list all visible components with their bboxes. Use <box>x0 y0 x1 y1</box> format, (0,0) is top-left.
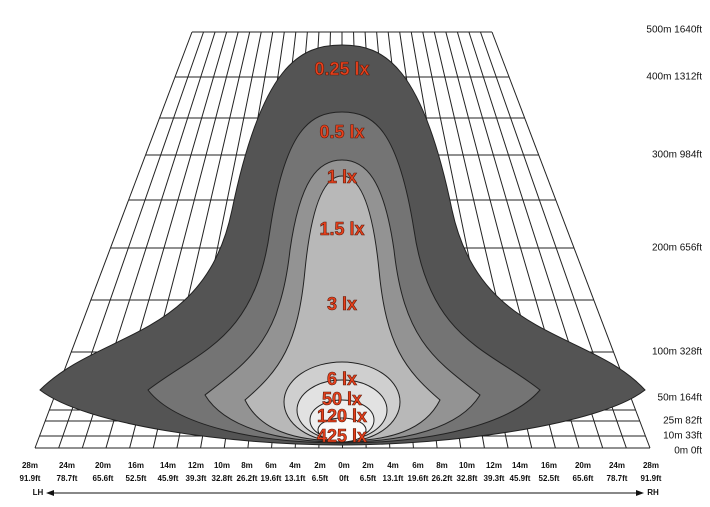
lateral-m-label: 4m <box>387 461 399 470</box>
arrow-head-right <box>636 490 644 496</box>
isolux-label: 0.5 lx <box>319 122 364 142</box>
right-label: RH <box>647 488 659 497</box>
lateral-ft-label: 0ft <box>339 474 349 483</box>
lateral-ft-label: 13.1ft <box>383 474 404 483</box>
lateral-ft-label: 91.9ft <box>641 474 662 483</box>
lateral-ft-label: 6.5ft <box>360 474 377 483</box>
lateral-m-label: 14m <box>160 461 176 470</box>
lateral-m-label: 20m <box>95 461 111 470</box>
isolux-label: 0.25 lx <box>314 59 369 79</box>
lateral-ft-label: 39.3ft <box>484 474 505 483</box>
lateral-ft-label: 13.1ft <box>285 474 306 483</box>
lateral-m-label: 28m <box>643 461 659 470</box>
lateral-ft-label: 78.7ft <box>607 474 628 483</box>
lateral-m-label: 14m <box>512 461 528 470</box>
lateral-m-label: 10m <box>459 461 475 470</box>
lateral-m-label: 0m <box>338 461 350 470</box>
isolux-label: 1.5 lx <box>319 219 364 239</box>
lateral-ft-label: 65.6ft <box>573 474 594 483</box>
lateral-m-label: 16m <box>128 461 144 470</box>
lateral-m-label: 6m <box>265 461 277 470</box>
lateral-m-label: 12m <box>188 461 204 470</box>
lateral-m-label: 2m <box>362 461 374 470</box>
lateral-ft-label: 39.3ft <box>186 474 207 483</box>
lateral-ft-label: 32.8ft <box>212 474 233 483</box>
isolux-label: 6 lx <box>327 369 357 389</box>
lateral-m-label: 6m <box>412 461 424 470</box>
lateral-ft-label: 91.9ft <box>20 474 41 483</box>
distance-label: 200m 656ft <box>652 243 702 254</box>
lateral-m-label: 24m <box>609 461 625 470</box>
distance-label: 10m 33ft <box>663 431 702 442</box>
lateral-ft-label: 45.9ft <box>510 474 531 483</box>
lateral-m-label: 10m <box>214 461 230 470</box>
isolux-label: 3 lx <box>327 294 357 314</box>
lateral-ft-label: 52.5ft <box>126 474 147 483</box>
lateral-m-label: 2m <box>314 461 326 470</box>
lateral-ft-label: 52.5ft <box>539 474 560 483</box>
lateral-m-label: 24m <box>59 461 75 470</box>
lateral-m-label: 12m <box>486 461 502 470</box>
contour-425 <box>317 417 367 443</box>
left-label: LH <box>33 488 44 497</box>
lateral-ft-label: 26.2ft <box>237 474 258 483</box>
lateral-m-label: 8m <box>241 461 253 470</box>
distance-label: 0m 0ft <box>674 446 702 457</box>
lateral-m-label: 4m <box>289 461 301 470</box>
distance-label: 300m 984ft <box>652 150 702 161</box>
lateral-m-label: 16m <box>541 461 557 470</box>
isolux-label: 425 lx <box>317 426 367 446</box>
lateral-ft-label: 26.2ft <box>432 474 453 483</box>
isolux-label: 1 lx <box>327 167 357 187</box>
lateral-ft-label: 78.7ft <box>57 474 78 483</box>
lateral-ft-label: 19.6ft <box>408 474 429 483</box>
lateral-ft-label: 45.9ft <box>158 474 179 483</box>
lateral-ft-label: 19.6ft <box>261 474 282 483</box>
isolux-label: 120 lx <box>317 406 367 426</box>
lateral-ft-label: 65.6ft <box>93 474 114 483</box>
lateral-m-label: 28m <box>22 461 38 470</box>
lateral-m-label: 8m <box>436 461 448 470</box>
isolux-label: 50 lx <box>322 389 362 409</box>
distance-label: 500m 1640ft <box>646 25 702 36</box>
distance-label: 25m 82ft <box>663 416 702 427</box>
distance-label: 50m 164ft <box>658 393 703 404</box>
arrow-head-left <box>46 490 54 496</box>
lateral-m-label: 20m <box>575 461 591 470</box>
distance-label: 100m 328ft <box>652 347 702 358</box>
lateral-ft-label: 32.8ft <box>457 474 478 483</box>
distance-label: 400m 1312ft <box>646 72 702 83</box>
lateral-ft-label: 6.5ft <box>312 474 329 483</box>
